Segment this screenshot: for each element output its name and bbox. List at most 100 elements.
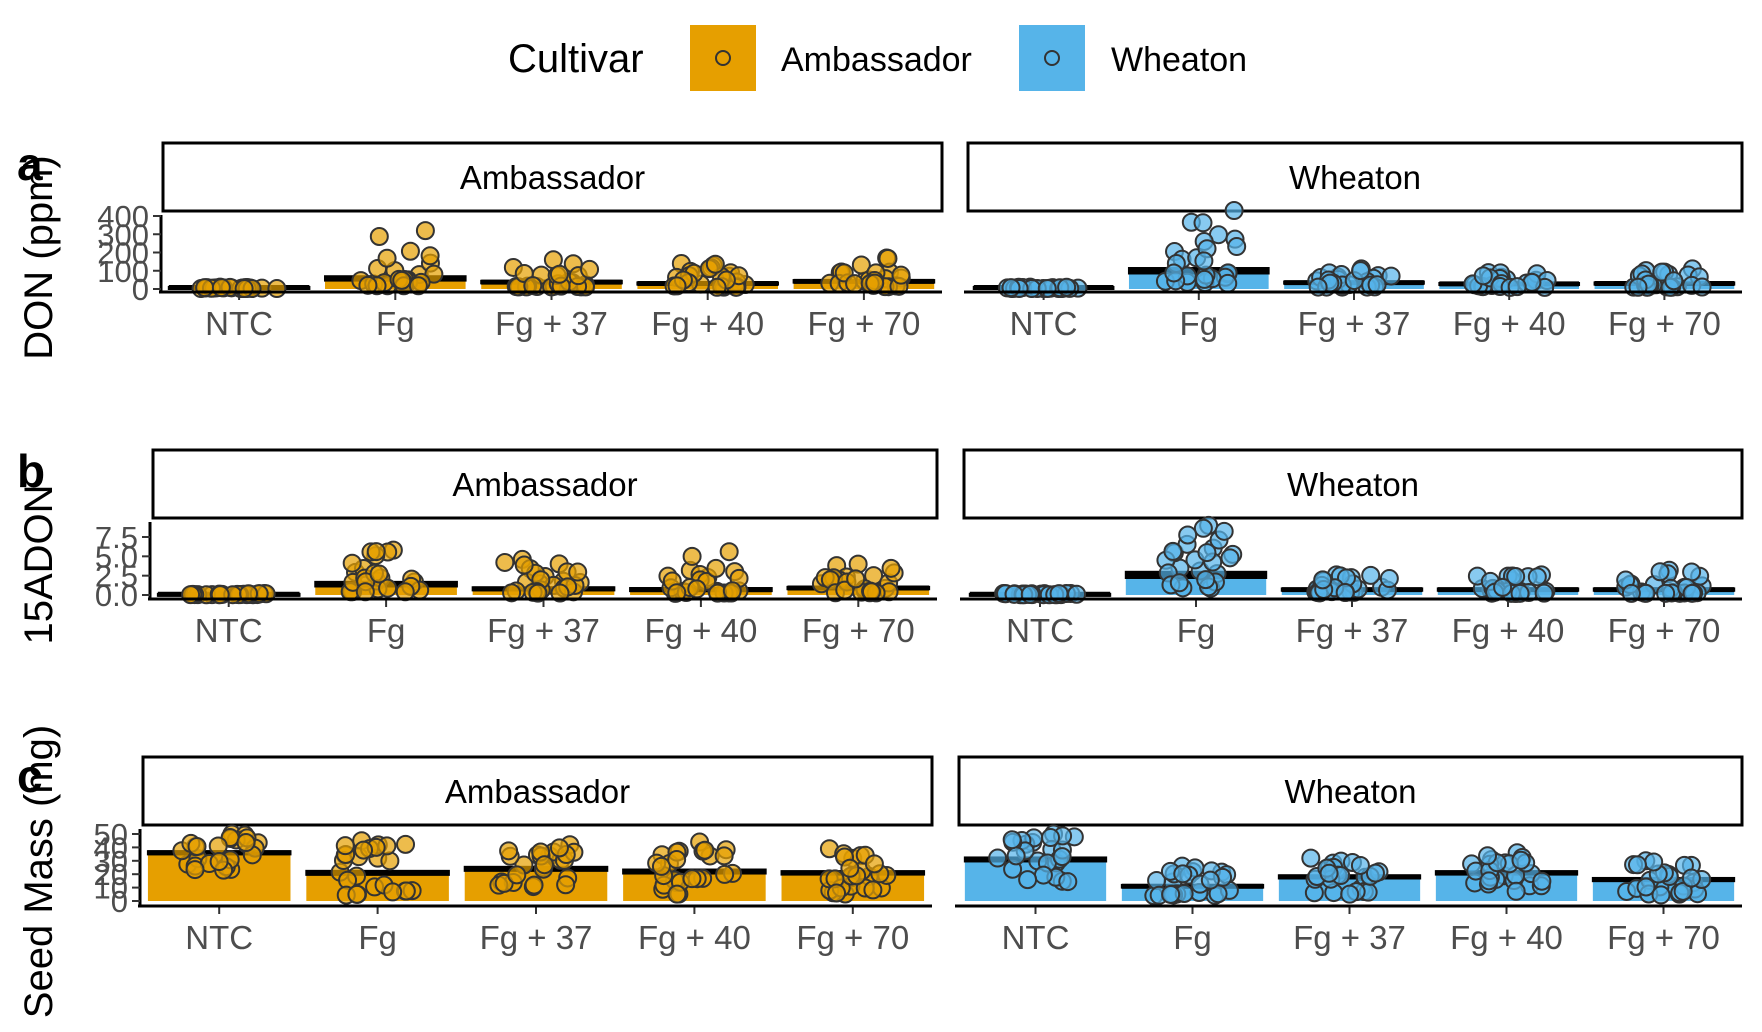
data-point: [1193, 213, 1213, 233]
data-point: [1350, 855, 1370, 875]
data-point: [715, 864, 735, 884]
facet-strip: [161, 141, 944, 213]
x-tick-label-ntc: NTC: [205, 305, 273, 342]
y-tick-label: 2.5: [95, 559, 138, 594]
data-point: [1319, 863, 1339, 883]
data-point: [1627, 855, 1647, 875]
data-point: [514, 555, 534, 575]
x-tick-label-fg-37: Fg + 37: [480, 919, 593, 956]
data-point: [378, 578, 398, 598]
data-point: [840, 858, 860, 878]
data-point: [719, 542, 739, 562]
bar-fg: [1125, 574, 1267, 595]
facet-ambassador: Ambassador NTC Fg Fg + 37 Fg + 40 Fg + 70 0.02…: [95, 448, 939, 649]
data-point: [1651, 885, 1671, 905]
y-tick-label: 400: [97, 199, 149, 234]
data-point: [1197, 543, 1217, 563]
y-axis-label: DON (ppm): [17, 155, 61, 359]
facet-strip-label: Ambassador: [452, 466, 637, 503]
x-tick-label-ntc: NTC: [195, 612, 263, 649]
legend-title: Cultivar: [508, 37, 644, 81]
y-tick-label: 0: [132, 272, 149, 307]
facet-wheaton: Wheaton NTC Fg Fg + 37 Fg + 40 Fg + 70: [960, 448, 1744, 649]
y-tick-label: 10: [94, 871, 128, 906]
data-point: [369, 564, 389, 584]
y-tick-label: 7.5: [95, 520, 138, 555]
x-tick-label-ntc: NTC: [185, 919, 253, 956]
panel-tag-c: c: [17, 750, 43, 802]
data-point: [846, 569, 866, 589]
facet-strip-label: Wheaton: [1287, 466, 1419, 503]
x-tick-label-fg-40: Fg + 40: [638, 919, 751, 956]
panel-tag-a: a: [17, 138, 43, 190]
data-point: [1163, 541, 1183, 561]
data-point: [1664, 271, 1684, 291]
legend: Cultivar Ambassador Wheaton: [508, 25, 1247, 91]
data-point: [392, 270, 412, 290]
data-point: [1313, 570, 1333, 590]
data-point: [1650, 562, 1670, 582]
data-point: [1037, 279, 1057, 299]
facet-strip: [957, 755, 1744, 827]
data-point: [1478, 846, 1498, 866]
x-tick-label-ntc: NTC: [1006, 612, 1074, 649]
x-tick-label-fg-40: Fg + 40: [1453, 305, 1566, 342]
data-point: [851, 255, 871, 275]
data-point: [1214, 521, 1234, 541]
x-tick-label-fg-70: Fg + 70: [807, 305, 920, 342]
y-tick-label: 0.0: [95, 578, 138, 613]
data-point: [682, 869, 702, 889]
data-point: [1473, 266, 1493, 286]
data-point: [366, 542, 386, 562]
data-point: [383, 882, 403, 902]
x-tick-label-fg-70: Fg + 70: [1608, 612, 1721, 649]
data-point: [988, 848, 1008, 868]
data-point: [1002, 830, 1022, 850]
facet-ambassador: Ambassador NTC Fg Fg + 37 Fg + 40 Fg + 70 0100…: [97, 141, 944, 342]
data-point: [1506, 881, 1526, 901]
data-point: [1164, 263, 1184, 283]
data-point: [534, 855, 554, 875]
data-point: [1682, 562, 1702, 582]
data-point: [1681, 868, 1701, 888]
data-point: [1220, 548, 1240, 568]
data-point: [1200, 870, 1220, 890]
data-point: [1001, 278, 1021, 298]
legend-key-ambassador-point: [715, 50, 731, 66]
data-point: [1033, 865, 1053, 885]
facet-strip: [966, 141, 1744, 213]
x-tick-label-fg-70: Fg + 70: [802, 612, 915, 649]
data-point: [377, 248, 397, 268]
data-point: [236, 833, 256, 853]
facet-strip-label: Wheaton: [1289, 159, 1421, 196]
data-point: [1018, 870, 1038, 890]
data-point: [1041, 828, 1061, 848]
data-point: [523, 276, 543, 296]
x-tick-label-ntc: NTC: [1002, 919, 1070, 956]
facet-wheaton: Wheaton NTC Fg Fg + 37 Fg + 40 Fg + 70: [964, 141, 1744, 342]
x-tick-label-fg-40: Fg + 40: [1452, 612, 1565, 649]
data-point: [695, 840, 715, 860]
data-point: [556, 875, 576, 895]
y-tick-label: 20: [94, 857, 128, 892]
data-point: [1506, 566, 1526, 586]
facet-strip: [962, 448, 1744, 520]
legend-label-wheaton: Wheaton: [1111, 41, 1247, 79]
data-point: [502, 583, 522, 603]
x-tick-label-fg: Fg: [367, 612, 406, 649]
x-tick-label-fg-70: Fg + 70: [1608, 305, 1721, 342]
data-point: [1527, 567, 1547, 587]
data-point: [369, 226, 389, 246]
data-point: [1636, 877, 1656, 897]
data-point: [524, 875, 544, 895]
data-point: [1224, 201, 1244, 221]
facet-wheaton: Wheaton NTC Fg Fg + 37 Fg + 40 Fg + 70: [955, 755, 1744, 956]
data-point: [891, 265, 911, 285]
y-tick-label: 50: [94, 817, 128, 852]
legend-label-ambassador: Ambassador: [781, 41, 972, 79]
y-tick-label: 100: [97, 254, 149, 289]
data-point: [408, 276, 428, 296]
